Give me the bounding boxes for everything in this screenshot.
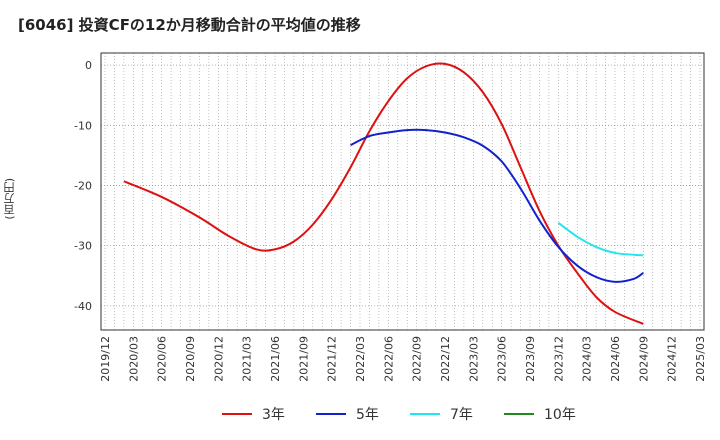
x-tick-label: 2020/06 bbox=[156, 336, 169, 382]
x-tick-label: 2025/03 bbox=[694, 336, 707, 382]
x-tick-label: 2022/12 bbox=[439, 336, 452, 382]
x-tick-label: 2021/06 bbox=[269, 336, 282, 382]
x-tick-label: 2022/06 bbox=[382, 336, 395, 382]
x-tick-label: 2020/03 bbox=[127, 336, 140, 382]
plot-frame bbox=[100, 52, 705, 331]
y-tick-label: -20 bbox=[74, 179, 92, 192]
x-tick-label: 2024/03 bbox=[581, 336, 594, 382]
y-tick-label: -30 bbox=[74, 240, 92, 253]
series-line-1 bbox=[123, 62, 644, 325]
y-tick-label: -10 bbox=[74, 119, 92, 132]
chart-title: [6046] 投資CFの12か月移動合計の平均値の推移 bbox=[18, 16, 361, 34]
x-tick-label: 2024/06 bbox=[609, 336, 622, 382]
x-tick-label: 2021/03 bbox=[241, 336, 254, 382]
x-tick-label: 2019/12 bbox=[99, 336, 112, 382]
y-tick-labels: 0 -10 -20 -30 -40 bbox=[74, 59, 92, 313]
x-tick-label: 2020/09 bbox=[184, 336, 197, 382]
legend-label-2: 5年 bbox=[356, 407, 379, 423]
series-lines bbox=[123, 62, 644, 325]
x-tick-label: 2022/03 bbox=[354, 336, 367, 382]
y-tick-label: 0 bbox=[85, 59, 92, 72]
x-tick-label: 2023/06 bbox=[496, 336, 509, 382]
legend-label-4: 10年 bbox=[544, 407, 576, 423]
legend-label-1: 3年 bbox=[262, 407, 285, 423]
grid-lines bbox=[101, 53, 704, 330]
series-line-2 bbox=[350, 128, 644, 283]
legend: 3年 5年 7年 10年 bbox=[222, 407, 576, 423]
x-tick-label: 2023/12 bbox=[552, 336, 565, 382]
x-tick-label: 2020/12 bbox=[212, 336, 225, 382]
x-tick-label: 2021/09 bbox=[297, 336, 310, 382]
x-tick-label: 2023/03 bbox=[467, 336, 480, 382]
x-tick-labels: 2019/12 2020/03 2020/06 2020/09 2020/12 2021/… bbox=[99, 336, 707, 382]
x-tick-label: 2024/09 bbox=[637, 336, 650, 382]
x-tick-label: 2021/12 bbox=[326, 336, 339, 382]
x-tick-label: 2024/12 bbox=[666, 336, 679, 382]
x-tick-label: 2022/09 bbox=[411, 336, 424, 382]
legend-label-3: 7年 bbox=[450, 407, 473, 423]
series-line-3 bbox=[557, 222, 644, 257]
x-tick-label: 2023/09 bbox=[524, 336, 537, 382]
y-tick-label: -40 bbox=[74, 300, 92, 313]
